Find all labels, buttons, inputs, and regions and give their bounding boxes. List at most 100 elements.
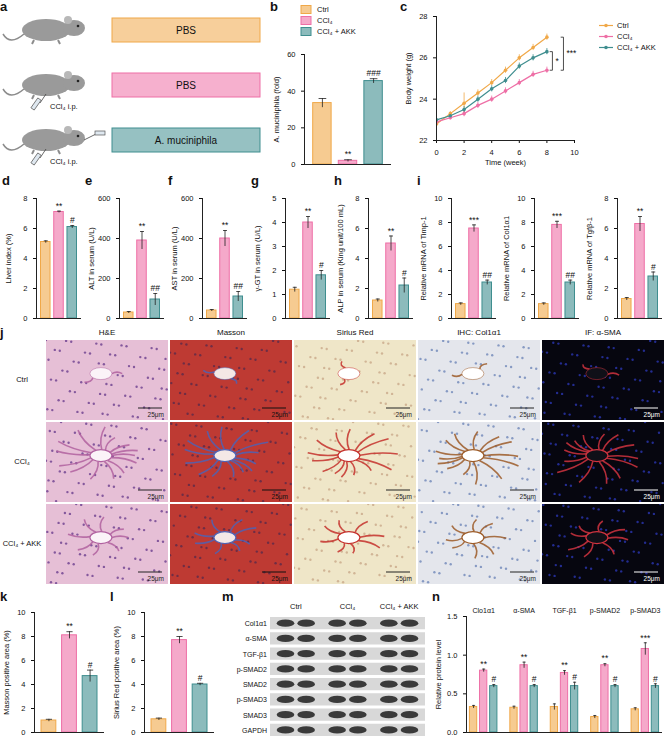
svg-text:ALT in serum (U/L): ALT in serum (U/L) [87, 227, 96, 290]
svg-text:25μm: 25μm [396, 493, 412, 501]
svg-text:22: 22 [419, 136, 427, 145]
svg-text:0: 0 [434, 148, 438, 157]
svg-text:200: 200 [181, 274, 194, 283]
svg-text:25μm: 25μm [644, 411, 660, 419]
svg-text:**: ** [388, 226, 395, 236]
svg-text:6: 6 [604, 224, 608, 233]
svg-text:6: 6 [21, 656, 25, 665]
svg-text:2: 2 [272, 266, 276, 275]
svg-text:***: *** [566, 48, 577, 58]
svg-text:2: 2 [21, 704, 25, 713]
svg-text:8: 8 [521, 218, 525, 227]
svg-text:4: 4 [438, 266, 442, 275]
svg-text:6: 6 [23, 224, 27, 233]
svg-text:**: ** [56, 201, 63, 211]
svg-text:28: 28 [419, 12, 427, 21]
svg-text:***: *** [469, 215, 480, 225]
svg-text:***: *** [552, 211, 563, 221]
svg-text:0: 0 [604, 314, 608, 323]
svg-text:1: 1 [272, 290, 276, 299]
svg-text:6: 6 [517, 148, 521, 157]
svg-text:4: 4 [272, 218, 276, 227]
svg-text:8: 8 [355, 194, 359, 203]
svg-text:##: ## [483, 270, 493, 280]
svg-text:CCl₄ + AKK: CCl₄ + AKK [380, 602, 419, 611]
svg-text:AST in serum (U/L): AST in serum (U/L) [170, 226, 179, 291]
svg-text:α-SMA: α-SMA [513, 607, 535, 614]
svg-text:4: 4 [604, 254, 608, 263]
svg-text:25μm: 25μm [148, 575, 164, 583]
svg-text:8: 8 [21, 632, 25, 641]
svg-text:400: 400 [98, 234, 111, 243]
svg-text:6: 6 [131, 656, 135, 665]
svg-text:**: ** [480, 659, 487, 669]
svg-text:**: ** [602, 653, 609, 663]
svg-text:4: 4 [521, 266, 525, 275]
svg-text:5: 5 [272, 194, 276, 203]
svg-text:0: 0 [131, 728, 135, 737]
svg-text:#: # [613, 674, 618, 684]
svg-text:PBS: PBS [176, 25, 196, 36]
svg-text:25μm: 25μm [396, 411, 412, 419]
svg-text:p-SMAD2: p-SMAD2 [237, 666, 267, 674]
svg-text:A. muciniphila (fold): A. muciniphila (fold) [272, 76, 281, 142]
svg-text:4: 4 [23, 254, 27, 263]
svg-text:24: 24 [419, 95, 427, 104]
svg-text:**: ** [345, 149, 352, 159]
svg-text:**: ** [305, 206, 312, 216]
svg-text:0: 0 [106, 314, 110, 323]
svg-text:#: # [198, 673, 203, 683]
svg-text:#: # [651, 262, 656, 272]
svg-text:2: 2 [131, 704, 135, 713]
svg-text:0: 0 [23, 314, 27, 323]
svg-text:25μm: 25μm [644, 575, 660, 583]
svg-text:0: 0 [355, 314, 359, 323]
svg-text:p-SMAD3: p-SMAD3 [237, 696, 267, 704]
svg-text:#: # [402, 268, 407, 278]
svg-text:**: ** [561, 660, 568, 670]
svg-text:26: 26 [419, 53, 427, 62]
svg-text:600: 600 [98, 194, 111, 203]
svg-text:#: # [88, 660, 93, 670]
svg-text:25μm: 25μm [148, 493, 164, 501]
svg-text:Relative mRNA of Tgfβ-1: Relative mRNA of Tgfβ-1 [585, 217, 594, 300]
svg-text:40: 40 [287, 87, 295, 96]
svg-text:25μm: 25μm [520, 411, 536, 419]
svg-text:Ctrl: Ctrl [290, 602, 302, 611]
svg-text:##: ## [234, 281, 244, 291]
svg-text:8: 8 [604, 194, 608, 203]
svg-text:γ-GT in serum (U/L): γ-GT in serum (U/L) [253, 225, 262, 292]
svg-text:10: 10 [127, 608, 135, 617]
svg-text:25μm: 25μm [520, 575, 536, 583]
svg-text:Relative protein level: Relative protein level [434, 639, 443, 709]
svg-text:6: 6 [438, 242, 442, 251]
svg-text:4: 4 [21, 680, 25, 689]
svg-text:2: 2 [438, 290, 442, 299]
svg-text:4: 4 [490, 148, 494, 157]
svg-text:10: 10 [570, 148, 578, 157]
svg-text:2: 2 [462, 148, 466, 157]
svg-text:10: 10 [17, 608, 25, 617]
svg-text:8: 8 [438, 218, 442, 227]
svg-text:#: # [70, 215, 75, 225]
svg-text:0.0: 0.0 [447, 728, 457, 737]
svg-text:25μm: 25μm [148, 411, 164, 419]
svg-text:**: ** [637, 206, 644, 216]
svg-text:#: # [653, 674, 658, 684]
svg-text:Time (week): Time (week) [485, 158, 526, 167]
svg-text:CCl₄: CCl₄ [340, 602, 356, 611]
svg-text:400: 400 [181, 234, 194, 243]
svg-text:2: 2 [521, 290, 525, 299]
svg-text:**: ** [66, 621, 73, 631]
svg-text:Sirius Red positive area (%): Sirius Red positive area (%) [112, 626, 121, 719]
svg-text:25μm: 25μm [272, 411, 288, 419]
svg-text:#: # [532, 674, 537, 684]
svg-text:2: 2 [355, 284, 359, 293]
svg-text:ALP in serum (King unit/100 mL: ALP in serum (King unit/100 mL) [336, 204, 345, 313]
svg-text:0: 0 [438, 314, 442, 323]
svg-text:SMAD2: SMAD2 [243, 681, 267, 688]
svg-text:TGF-β1: TGF-β1 [552, 607, 576, 615]
svg-text:Liver index (%): Liver index (%) [4, 233, 13, 284]
svg-text:PBS: PBS [176, 80, 196, 91]
svg-text:**: ** [521, 652, 528, 662]
